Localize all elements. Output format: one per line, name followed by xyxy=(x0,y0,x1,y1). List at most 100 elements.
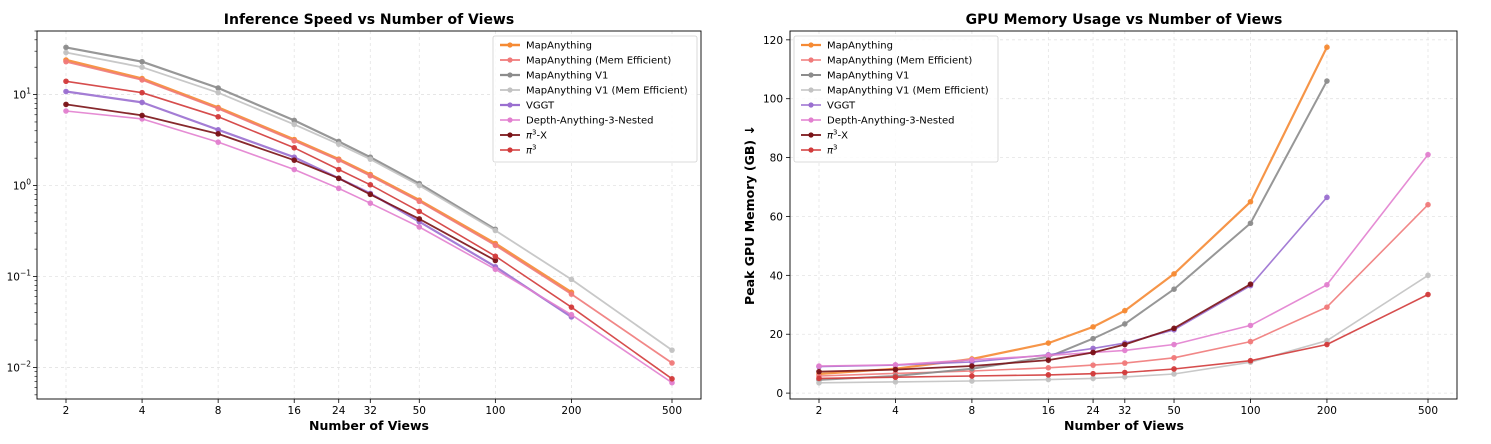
legend-item: Depth-Anything-3-Nested xyxy=(801,116,955,127)
legend-item: MapAnything V1 (Mem Efficient) xyxy=(500,86,688,97)
data-point xyxy=(1045,364,1052,371)
data-point xyxy=(1324,44,1330,50)
data-point xyxy=(291,121,298,128)
chart-title: GPU Memory Usage vs Number of Views xyxy=(966,12,1283,28)
inference-speed-chart: Inference Speed vs Number of Views 2 4 8 16… xyxy=(7,12,702,433)
legend-label: MapAnything (Mem Efficient) xyxy=(526,56,671,67)
legend-item: MapAnything (Mem Efficient) xyxy=(500,56,671,67)
data-point xyxy=(1247,198,1254,205)
x-tick-label: 500 xyxy=(662,405,682,417)
series-line xyxy=(818,283,1252,373)
data-point xyxy=(63,49,69,56)
x-tick-label: 100 xyxy=(485,405,505,417)
data-point xyxy=(63,44,69,51)
data-point xyxy=(1171,371,1177,377)
data-point xyxy=(568,276,575,283)
x-tick-label: 8 xyxy=(215,405,222,417)
data-point xyxy=(568,304,575,310)
data-point xyxy=(1171,271,1177,277)
series-line xyxy=(65,51,673,352)
data-point xyxy=(1090,335,1096,342)
series-8 xyxy=(63,78,675,382)
series-4 xyxy=(63,49,675,353)
data-point xyxy=(892,379,899,385)
data-point xyxy=(816,368,822,375)
y-tick-label: 60 xyxy=(770,211,783,223)
data-point xyxy=(63,58,69,65)
data-point xyxy=(335,157,342,163)
data-point xyxy=(568,311,575,318)
data-point xyxy=(367,156,374,162)
data-point xyxy=(1122,369,1128,376)
legend-marker xyxy=(507,42,513,48)
data-point xyxy=(1425,151,1431,158)
data-point xyxy=(215,89,221,96)
data-point xyxy=(1045,372,1052,378)
data-point xyxy=(492,227,499,234)
data-point xyxy=(1090,362,1096,368)
data-point xyxy=(416,224,423,230)
legend-marker xyxy=(808,132,814,138)
data-point xyxy=(1171,286,1177,292)
x-tick-label: 24 xyxy=(332,405,346,417)
data-point xyxy=(367,200,374,206)
data-point xyxy=(367,191,374,198)
x-ticks: 2 4 8 16 24 32 50 100 200 500 xyxy=(63,399,682,417)
y-tick-label: 10−1 xyxy=(7,268,32,283)
plot-frame xyxy=(789,30,1458,400)
legend-item: π3-X xyxy=(801,129,848,142)
data-point xyxy=(1122,347,1128,354)
data-point xyxy=(139,64,145,70)
data-point xyxy=(416,182,423,189)
legend-marker xyxy=(808,72,814,78)
data-point xyxy=(1171,341,1177,348)
data-point xyxy=(1090,345,1096,352)
data-point xyxy=(291,157,298,163)
data-point xyxy=(492,242,499,249)
plot-frame xyxy=(36,30,702,400)
y-ticks: 10−2 10−1 100 101 xyxy=(7,30,37,396)
data-point xyxy=(63,108,69,114)
legend-marker xyxy=(507,72,513,78)
legend-marker xyxy=(808,147,814,153)
data-point xyxy=(969,357,975,363)
legend-label: π3-X xyxy=(526,129,547,142)
legend-label: π3 xyxy=(827,144,838,157)
data-point xyxy=(291,138,298,144)
data-point xyxy=(892,374,899,381)
series-layer xyxy=(816,44,1431,386)
data-point xyxy=(335,166,342,173)
data-point xyxy=(1247,220,1254,227)
x-tick-label: 16 xyxy=(1042,405,1056,417)
data-point xyxy=(892,366,899,373)
x-tick-label: 200 xyxy=(1317,405,1337,417)
legend-label: MapAnything xyxy=(827,41,893,52)
data-point xyxy=(816,363,822,369)
legend-label: MapAnything V1 (Mem Efficient) xyxy=(526,86,688,97)
chart-title: Inference Speed vs Number of Views xyxy=(224,12,514,28)
data-point xyxy=(492,257,499,264)
data-point xyxy=(669,360,675,366)
data-point xyxy=(367,181,374,188)
y-tick-label: 10−2 xyxy=(7,359,32,374)
data-point xyxy=(969,363,975,369)
series-line xyxy=(65,110,673,384)
series-line xyxy=(818,293,1429,380)
data-point xyxy=(1171,366,1177,372)
legend-box xyxy=(492,35,698,163)
series-2 xyxy=(63,58,675,366)
data-point xyxy=(63,101,69,108)
data-point xyxy=(139,58,145,65)
data-point xyxy=(1171,354,1177,361)
data-point xyxy=(1425,272,1431,279)
y-tick-label: 20 xyxy=(770,329,783,341)
y-ticks: 0 20 40 60 80 100 120 xyxy=(763,35,790,400)
data-point xyxy=(969,378,975,384)
data-point xyxy=(1122,374,1128,380)
legend-label: MapAnything V1 (Mem Efficient) xyxy=(827,86,989,97)
x-tick-label: 200 xyxy=(561,405,581,417)
x-tick-label: 2 xyxy=(816,405,823,417)
series-line xyxy=(65,103,497,262)
series-layer xyxy=(63,44,675,386)
legend-item: MapAnything (Mem Efficient) xyxy=(801,56,972,67)
